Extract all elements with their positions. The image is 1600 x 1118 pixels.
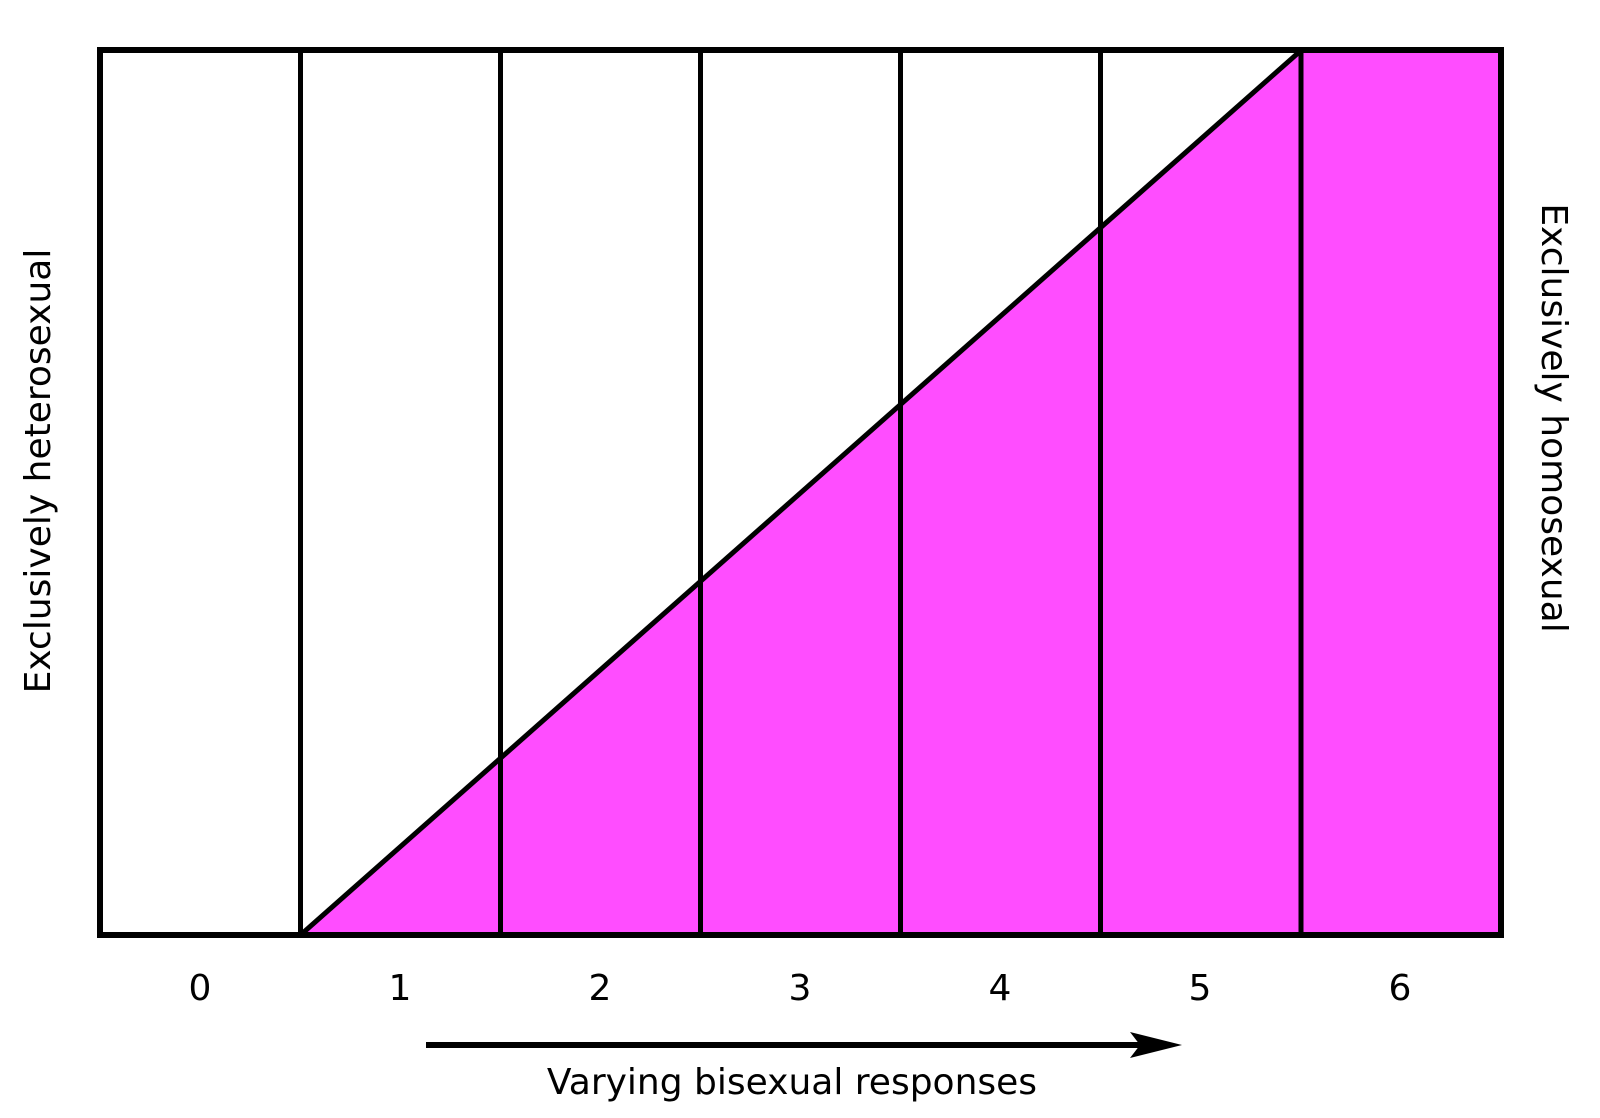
arrow-caption: Varying bisexual responses [547,1062,1037,1103]
left-side-label: Exclusively heterosexual [18,249,59,694]
category-label-0: 0 [189,968,212,1009]
diagonal-boundary-line [298,48,1304,937]
column-dividers [298,50,1304,935]
category-label-1: 1 [389,968,412,1009]
arrow-head-icon [1130,1032,1182,1058]
category-label-4: 4 [989,968,1012,1009]
category-labels: 0 1 2 3 4 5 6 [189,968,1412,1009]
category-label-3: 3 [789,968,812,1009]
category-label-6: 6 [1389,968,1412,1009]
bisexual-responses-arrow [426,1032,1182,1058]
right-side-label: Exclusively homosexual [1533,203,1574,632]
category-label-2: 2 [589,968,612,1009]
category-label-5: 5 [1189,968,1212,1009]
outer-frame [97,47,1504,938]
